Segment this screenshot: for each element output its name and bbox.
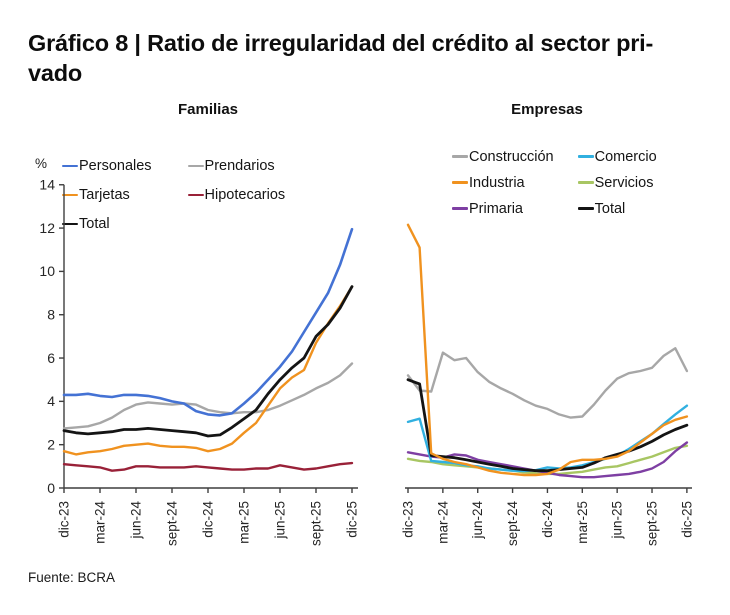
legend-swatch-total bbox=[577, 207, 594, 210]
legend-item-total: Total bbox=[577, 200, 657, 217]
legend-empresas: Construcción Industria Primaria Comercio Ser… bbox=[452, 148, 657, 217]
legend-familias: Personales Tarjetas Total Prendarios Hipotec… bbox=[62, 157, 285, 233]
legend-label: Tarjetas bbox=[79, 187, 130, 203]
legend-swatch-servicios bbox=[577, 181, 594, 184]
x-tick-label: mar-25 bbox=[237, 501, 252, 544]
x-tick-label: jun-25 bbox=[610, 501, 625, 540]
legend-item-primaria: Primaria bbox=[452, 200, 554, 217]
x-tick-label: dic-24 bbox=[201, 501, 216, 538]
legend-swatch-total bbox=[62, 222, 78, 226]
x-tick-label: dic-24 bbox=[540, 501, 555, 538]
x-tick-label: jun-24 bbox=[129, 501, 144, 540]
empresas-line-chart: dic-23 mar-24 jun-24 sept-24 dic-24 mar-25 jun… bbox=[401, 223, 694, 547]
legend-swatch-hipotecarios bbox=[187, 193, 204, 197]
legend-item-hipotecarios: Hipotecarios bbox=[187, 186, 286, 204]
x-tick-label: jun-24 bbox=[470, 501, 485, 540]
legend-item-personales: Personales bbox=[62, 157, 152, 175]
x-tick-label: mar-24 bbox=[435, 501, 450, 544]
familias-line-chart: dic-23 mar-24 jun-24 sept-24 dic-24 mar-25 jun… bbox=[39, 177, 360, 547]
legend-label: Servicios bbox=[594, 174, 654, 191]
legend-item-tarjetas: Tarjetas bbox=[62, 186, 152, 204]
legend-item-industria: Industria bbox=[452, 174, 554, 191]
x-tick-label: sept-25 bbox=[309, 501, 324, 546]
legend-swatch-construcción bbox=[452, 155, 468, 158]
legend-swatch-tarjetas bbox=[62, 193, 78, 197]
legend-swatch-industria bbox=[452, 181, 468, 184]
figure-title-line1: Gráfico 8 | Ratio de irregularidad del c… bbox=[28, 30, 654, 56]
legend-label: Total bbox=[594, 200, 626, 217]
y-tick-label: 4 bbox=[47, 393, 55, 409]
legend-label: Hipotecarios bbox=[204, 187, 286, 203]
legend-item-total: Total bbox=[62, 215, 152, 233]
legend-swatch-prendarios bbox=[187, 164, 204, 168]
line-tarjetas bbox=[62, 285, 354, 456]
y-tick-label: 0 bbox=[47, 480, 55, 496]
figure-title-line2: vado bbox=[28, 60, 83, 86]
x-tick-label: sept-24 bbox=[165, 501, 180, 547]
line-prendarios bbox=[62, 362, 354, 430]
legend-swatch-personales bbox=[62, 164, 78, 168]
line-personales bbox=[62, 227, 354, 417]
legend-item-comercio: Comercio bbox=[577, 148, 657, 165]
y-tick-label: 6 bbox=[47, 350, 55, 366]
legend-label: Construcción bbox=[469, 148, 554, 165]
y-tick-label: 10 bbox=[39, 263, 55, 279]
line-construcción bbox=[406, 347, 689, 419]
legend-item-servicios: Servicios bbox=[577, 174, 657, 191]
line-hipotecarios bbox=[62, 461, 354, 472]
x-tick-label: sept-25 bbox=[645, 501, 660, 546]
legend-item-prendarios: Prendarios bbox=[187, 157, 286, 175]
y-tick-label: 12 bbox=[39, 220, 55, 236]
x-tick-label: sept-24 bbox=[505, 501, 520, 547]
line-total bbox=[62, 285, 354, 438]
y-tick-label: 8 bbox=[47, 307, 55, 323]
x-tick-label: mar-25 bbox=[575, 501, 590, 544]
x-tick-label: dic-25 bbox=[345, 501, 360, 538]
legend-label: Industria bbox=[469, 174, 525, 191]
figure-title: Gráfico 8 | Ratio de irregularidad del c… bbox=[28, 28, 718, 88]
y-axis-unit-label: % bbox=[35, 156, 48, 171]
legend-item-construcción: Construcción bbox=[452, 148, 554, 165]
legend-label: Primaria bbox=[469, 200, 523, 217]
x-tick-label: jun-25 bbox=[273, 501, 288, 540]
legend-label: Personales bbox=[79, 158, 152, 174]
source-note: Fuente: BCRA bbox=[28, 570, 116, 585]
x-tick-label: mar-24 bbox=[93, 501, 108, 544]
x-tick-label: dic-25 bbox=[679, 501, 694, 538]
x-tick-label: dic-23 bbox=[401, 501, 416, 538]
legend-label: Total bbox=[79, 216, 110, 232]
panel-title-familias: Familias bbox=[177, 101, 239, 118]
panel-title-empresas: Empresas bbox=[511, 101, 583, 118]
legend-swatch-primaria bbox=[452, 207, 468, 210]
legend-swatch-comercio bbox=[577, 155, 594, 158]
y-tick-label: 14 bbox=[39, 177, 55, 193]
y-tick-label: 2 bbox=[47, 436, 55, 452]
legend-label: Prendarios bbox=[204, 158, 275, 174]
x-tick-label: dic-23 bbox=[57, 501, 72, 538]
legend-label: Comercio bbox=[594, 148, 657, 165]
line-industria bbox=[406, 223, 689, 477]
line-total bbox=[406, 378, 689, 473]
